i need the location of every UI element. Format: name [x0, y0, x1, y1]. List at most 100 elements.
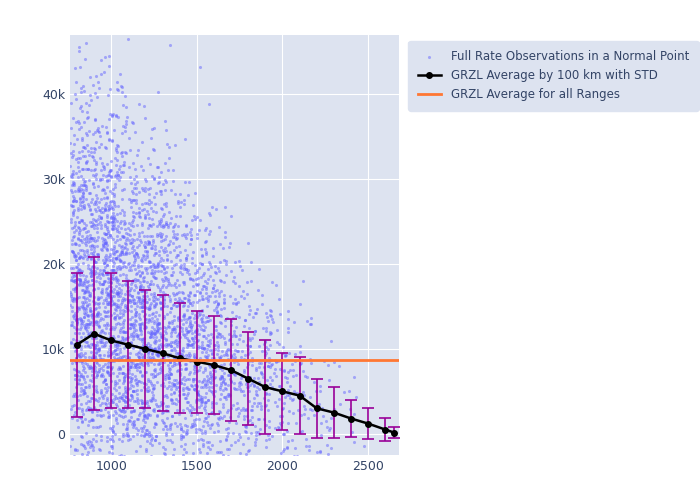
- Full Rate Observations in a Normal Point: [78, 337, 90, 345]
- Full Rate Observations in a Normal Point: [86, 267, 97, 275]
- Full Rate Observations in a Normal Point: [162, 310, 173, 318]
- Full Rate Observations in a Normal Point: [142, 251, 153, 259]
- Full Rate Observations in a Normal Point: [117, 262, 128, 270]
- Full Rate Observations in a Normal Point: [143, 316, 154, 324]
- Full Rate Observations in a Normal Point: [153, 369, 164, 377]
- Full Rate Observations in a Normal Point: [102, 218, 113, 226]
- Full Rate Observations in a Normal Point: [314, 382, 326, 390]
- Full Rate Observations in a Normal Point: [200, 384, 211, 392]
- Full Rate Observations in a Normal Point: [125, 372, 136, 380]
- Full Rate Observations in a Normal Point: [139, 356, 150, 364]
- Full Rate Observations in a Normal Point: [80, 165, 92, 173]
- Full Rate Observations in a Normal Point: [256, 360, 267, 368]
- Full Rate Observations in a Normal Point: [99, 204, 111, 212]
- Full Rate Observations in a Normal Point: [274, 412, 286, 420]
- Full Rate Observations in a Normal Point: [151, 323, 162, 331]
- Full Rate Observations in a Normal Point: [81, 399, 92, 407]
- Full Rate Observations in a Normal Point: [201, 294, 212, 302]
- Full Rate Observations in a Normal Point: [125, 324, 136, 332]
- Full Rate Observations in a Normal Point: [171, 352, 182, 360]
- Full Rate Observations in a Normal Point: [85, 265, 96, 273]
- Full Rate Observations in a Normal Point: [209, 306, 220, 314]
- Full Rate Observations in a Normal Point: [139, 176, 150, 184]
- Full Rate Observations in a Normal Point: [113, 388, 124, 396]
- Full Rate Observations in a Normal Point: [116, 300, 127, 308]
- Full Rate Observations in a Normal Point: [147, 384, 158, 392]
- Full Rate Observations in a Normal Point: [116, 130, 127, 138]
- Full Rate Observations in a Normal Point: [80, 288, 91, 296]
- Full Rate Observations in a Normal Point: [66, 322, 77, 330]
- Full Rate Observations in a Normal Point: [86, 234, 97, 241]
- Full Rate Observations in a Normal Point: [107, 112, 118, 120]
- Full Rate Observations in a Normal Point: [105, 337, 116, 345]
- Full Rate Observations in a Normal Point: [74, 413, 85, 421]
- Full Rate Observations in a Normal Point: [162, 322, 174, 330]
- Full Rate Observations in a Normal Point: [72, 343, 83, 351]
- Full Rate Observations in a Normal Point: [155, 262, 167, 270]
- Full Rate Observations in a Normal Point: [209, 292, 220, 300]
- Full Rate Observations in a Normal Point: [126, 330, 137, 338]
- Full Rate Observations in a Normal Point: [116, 258, 127, 266]
- Full Rate Observations in a Normal Point: [181, 316, 193, 324]
- Full Rate Observations in a Normal Point: [95, 218, 106, 226]
- Full Rate Observations in a Normal Point: [120, 412, 131, 420]
- Full Rate Observations in a Normal Point: [204, 339, 215, 347]
- Full Rate Observations in a Normal Point: [66, 153, 77, 161]
- Full Rate Observations in a Normal Point: [126, 203, 137, 211]
- Full Rate Observations in a Normal Point: [216, 373, 228, 381]
- Full Rate Observations in a Normal Point: [253, 374, 264, 382]
- Full Rate Observations in a Normal Point: [132, 178, 143, 186]
- Full Rate Observations in a Normal Point: [126, 314, 137, 322]
- Full Rate Observations in a Normal Point: [80, 238, 91, 246]
- Full Rate Observations in a Normal Point: [259, 338, 270, 345]
- Full Rate Observations in a Normal Point: [163, 240, 174, 248]
- Full Rate Observations in a Normal Point: [168, 399, 179, 407]
- Full Rate Observations in a Normal Point: [173, 386, 184, 394]
- Full Rate Observations in a Normal Point: [107, 262, 118, 270]
- Full Rate Observations in a Normal Point: [67, 170, 78, 178]
- Full Rate Observations in a Normal Point: [165, 350, 176, 358]
- Full Rate Observations in a Normal Point: [178, 260, 190, 268]
- Full Rate Observations in a Normal Point: [101, 388, 112, 396]
- Full Rate Observations in a Normal Point: [77, 186, 88, 194]
- Full Rate Observations in a Normal Point: [101, 123, 112, 131]
- Full Rate Observations in a Normal Point: [105, 173, 116, 181]
- Full Rate Observations in a Normal Point: [224, 390, 235, 398]
- Full Rate Observations in a Normal Point: [66, 247, 78, 255]
- Full Rate Observations in a Normal Point: [166, 420, 177, 428]
- Full Rate Observations in a Normal Point: [213, 353, 224, 361]
- Full Rate Observations in a Normal Point: [137, 286, 148, 294]
- Full Rate Observations in a Normal Point: [178, 444, 190, 452]
- Full Rate Observations in a Normal Point: [117, 270, 128, 278]
- Full Rate Observations in a Normal Point: [78, 181, 89, 189]
- Full Rate Observations in a Normal Point: [148, 273, 159, 281]
- Full Rate Observations in a Normal Point: [257, 347, 268, 355]
- Full Rate Observations in a Normal Point: [113, 356, 125, 364]
- Full Rate Observations in a Normal Point: [94, 132, 106, 140]
- Full Rate Observations in a Normal Point: [105, 213, 116, 221]
- Full Rate Observations in a Normal Point: [167, 438, 178, 446]
- Full Rate Observations in a Normal Point: [74, 246, 85, 254]
- Full Rate Observations in a Normal Point: [270, 398, 281, 406]
- Full Rate Observations in a Normal Point: [144, 428, 155, 436]
- Full Rate Observations in a Normal Point: [108, 198, 120, 206]
- Full Rate Observations in a Normal Point: [89, 128, 100, 136]
- Full Rate Observations in a Normal Point: [119, 243, 130, 251]
- Full Rate Observations in a Normal Point: [92, 308, 104, 316]
- Full Rate Observations in a Normal Point: [72, 266, 83, 274]
- Full Rate Observations in a Normal Point: [164, 248, 176, 256]
- Full Rate Observations in a Normal Point: [141, 199, 153, 207]
- Full Rate Observations in a Normal Point: [165, 271, 176, 279]
- Full Rate Observations in a Normal Point: [92, 318, 103, 326]
- Full Rate Observations in a Normal Point: [134, 282, 146, 290]
- Full Rate Observations in a Normal Point: [287, 396, 298, 404]
- Full Rate Observations in a Normal Point: [88, 178, 99, 186]
- Full Rate Observations in a Normal Point: [68, 140, 79, 147]
- Full Rate Observations in a Normal Point: [164, 144, 175, 152]
- Full Rate Observations in a Normal Point: [150, 432, 162, 440]
- Full Rate Observations in a Normal Point: [91, 304, 102, 312]
- Full Rate Observations in a Normal Point: [144, 410, 155, 418]
- Full Rate Observations in a Normal Point: [253, 414, 265, 422]
- Full Rate Observations in a Normal Point: [135, 256, 146, 264]
- Full Rate Observations in a Normal Point: [135, 278, 146, 286]
